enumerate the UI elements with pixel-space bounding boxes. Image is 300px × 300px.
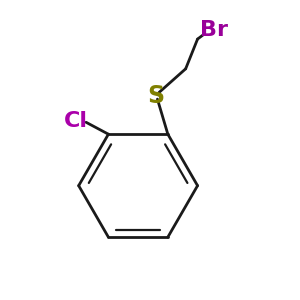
Text: Br: Br bbox=[200, 20, 228, 40]
Text: Cl: Cl bbox=[64, 111, 88, 131]
Text: S: S bbox=[147, 83, 164, 107]
